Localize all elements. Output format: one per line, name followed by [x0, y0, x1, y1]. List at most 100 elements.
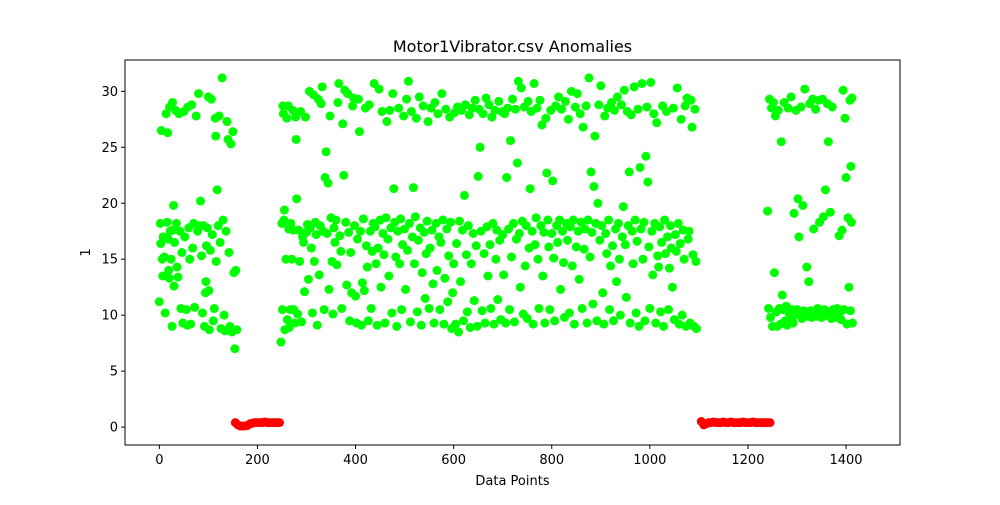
- normal-point: [377, 106, 387, 116]
- normal-point: [773, 105, 783, 115]
- normal-point: [558, 226, 568, 236]
- normal-point: [342, 280, 352, 290]
- normal-point: [455, 216, 465, 226]
- normal-point: [429, 318, 439, 328]
- chart-title: Motor1Vibrator.csv Anomalies: [393, 37, 632, 56]
- normal-point: [683, 234, 693, 244]
- x-tick-label: 200: [245, 453, 270, 468]
- normal-point: [523, 96, 533, 106]
- normal-point: [159, 252, 169, 262]
- normal-point: [818, 212, 828, 222]
- normal-point: [565, 222, 575, 232]
- normal-point: [584, 73, 594, 83]
- normal-point: [639, 217, 649, 227]
- normal-point: [383, 234, 393, 244]
- normal-point: [180, 232, 190, 242]
- normal-point: [337, 303, 347, 313]
- normal-point: [444, 251, 454, 261]
- normal-point: [419, 227, 429, 237]
- normal-point: [353, 94, 363, 104]
- normal-point: [498, 230, 508, 240]
- normal-point: [442, 224, 452, 234]
- normal-point: [448, 288, 458, 298]
- normal-point: [322, 228, 332, 238]
- y-tick-label: 30: [101, 85, 118, 100]
- normal-point: [459, 190, 469, 200]
- normal-point: [357, 278, 367, 288]
- normal-point: [629, 82, 639, 92]
- normal-point: [291, 134, 301, 144]
- normal-point: [586, 167, 596, 177]
- x-tick-label: 1400: [829, 453, 862, 468]
- normal-point: [452, 239, 462, 249]
- normal-point: [224, 248, 234, 257]
- normal-point: [547, 228, 557, 238]
- normal-point: [811, 104, 821, 114]
- normal-point: [425, 243, 435, 253]
- normal-point: [550, 316, 560, 326]
- normal-point: [362, 262, 372, 272]
- normal-point: [560, 96, 570, 106]
- normal-point: [294, 225, 304, 235]
- normal-point: [331, 215, 341, 225]
- normal-point: [796, 102, 806, 112]
- normal-point: [581, 101, 591, 111]
- normal-point: [809, 224, 819, 234]
- normal-point: [825, 207, 835, 217]
- normal-point: [534, 303, 544, 313]
- normal-point: [598, 288, 608, 298]
- normal-point: [633, 104, 643, 114]
- normal-point: [465, 322, 475, 332]
- normal-point: [580, 224, 590, 234]
- x-axis: 0 200 400 600 800 1000 1200 1400: [155, 445, 863, 468]
- normal-point: [548, 176, 558, 186]
- normal-point: [652, 118, 662, 128]
- anomaly-point: [765, 418, 775, 428]
- normal-point: [655, 222, 665, 232]
- normal-point: [610, 105, 620, 115]
- normal-point: [577, 303, 587, 313]
- normal-point: [387, 308, 397, 318]
- normal-point: [409, 259, 419, 269]
- normal-point: [846, 161, 856, 171]
- normal-point: [783, 103, 793, 113]
- normal-point: [438, 215, 448, 225]
- normal-point: [657, 237, 667, 247]
- normal-point: [653, 251, 663, 261]
- normal-point: [432, 265, 442, 275]
- normal-point: [481, 93, 491, 103]
- normal-point: [361, 241, 371, 251]
- normal-point: [186, 319, 196, 329]
- normal-point: [590, 131, 600, 141]
- normal-point: [641, 151, 651, 161]
- normal-point: [663, 305, 673, 315]
- normal-point: [389, 184, 399, 194]
- normal-point: [371, 259, 381, 269]
- y-axis: 0 5 10 15 20 25 30: [101, 85, 125, 436]
- normal-point: [335, 231, 345, 241]
- normal-point: [483, 271, 493, 281]
- normal-point: [336, 246, 346, 256]
- normal-point: [540, 318, 550, 328]
- normal-point: [621, 292, 631, 302]
- normal-point: [363, 316, 373, 326]
- normal-point: [647, 226, 657, 236]
- normal-point: [788, 318, 798, 328]
- normal-point: [473, 171, 483, 181]
- normal-point: [395, 259, 405, 269]
- normal-point: [287, 254, 297, 264]
- normal-point: [172, 262, 182, 272]
- y-tick-label: 5: [110, 365, 118, 380]
- normal-point: [595, 235, 605, 245]
- normal-point: [188, 243, 198, 253]
- normal-point: [764, 303, 774, 313]
- normal-point: [520, 261, 530, 271]
- y-tick-label: 15: [101, 253, 118, 268]
- normal-point: [416, 320, 426, 330]
- normal-point: [563, 114, 573, 124]
- normal-point: [644, 242, 654, 252]
- normal-point: [433, 109, 443, 119]
- normal-point: [177, 248, 187, 257]
- normal-point: [162, 217, 172, 227]
